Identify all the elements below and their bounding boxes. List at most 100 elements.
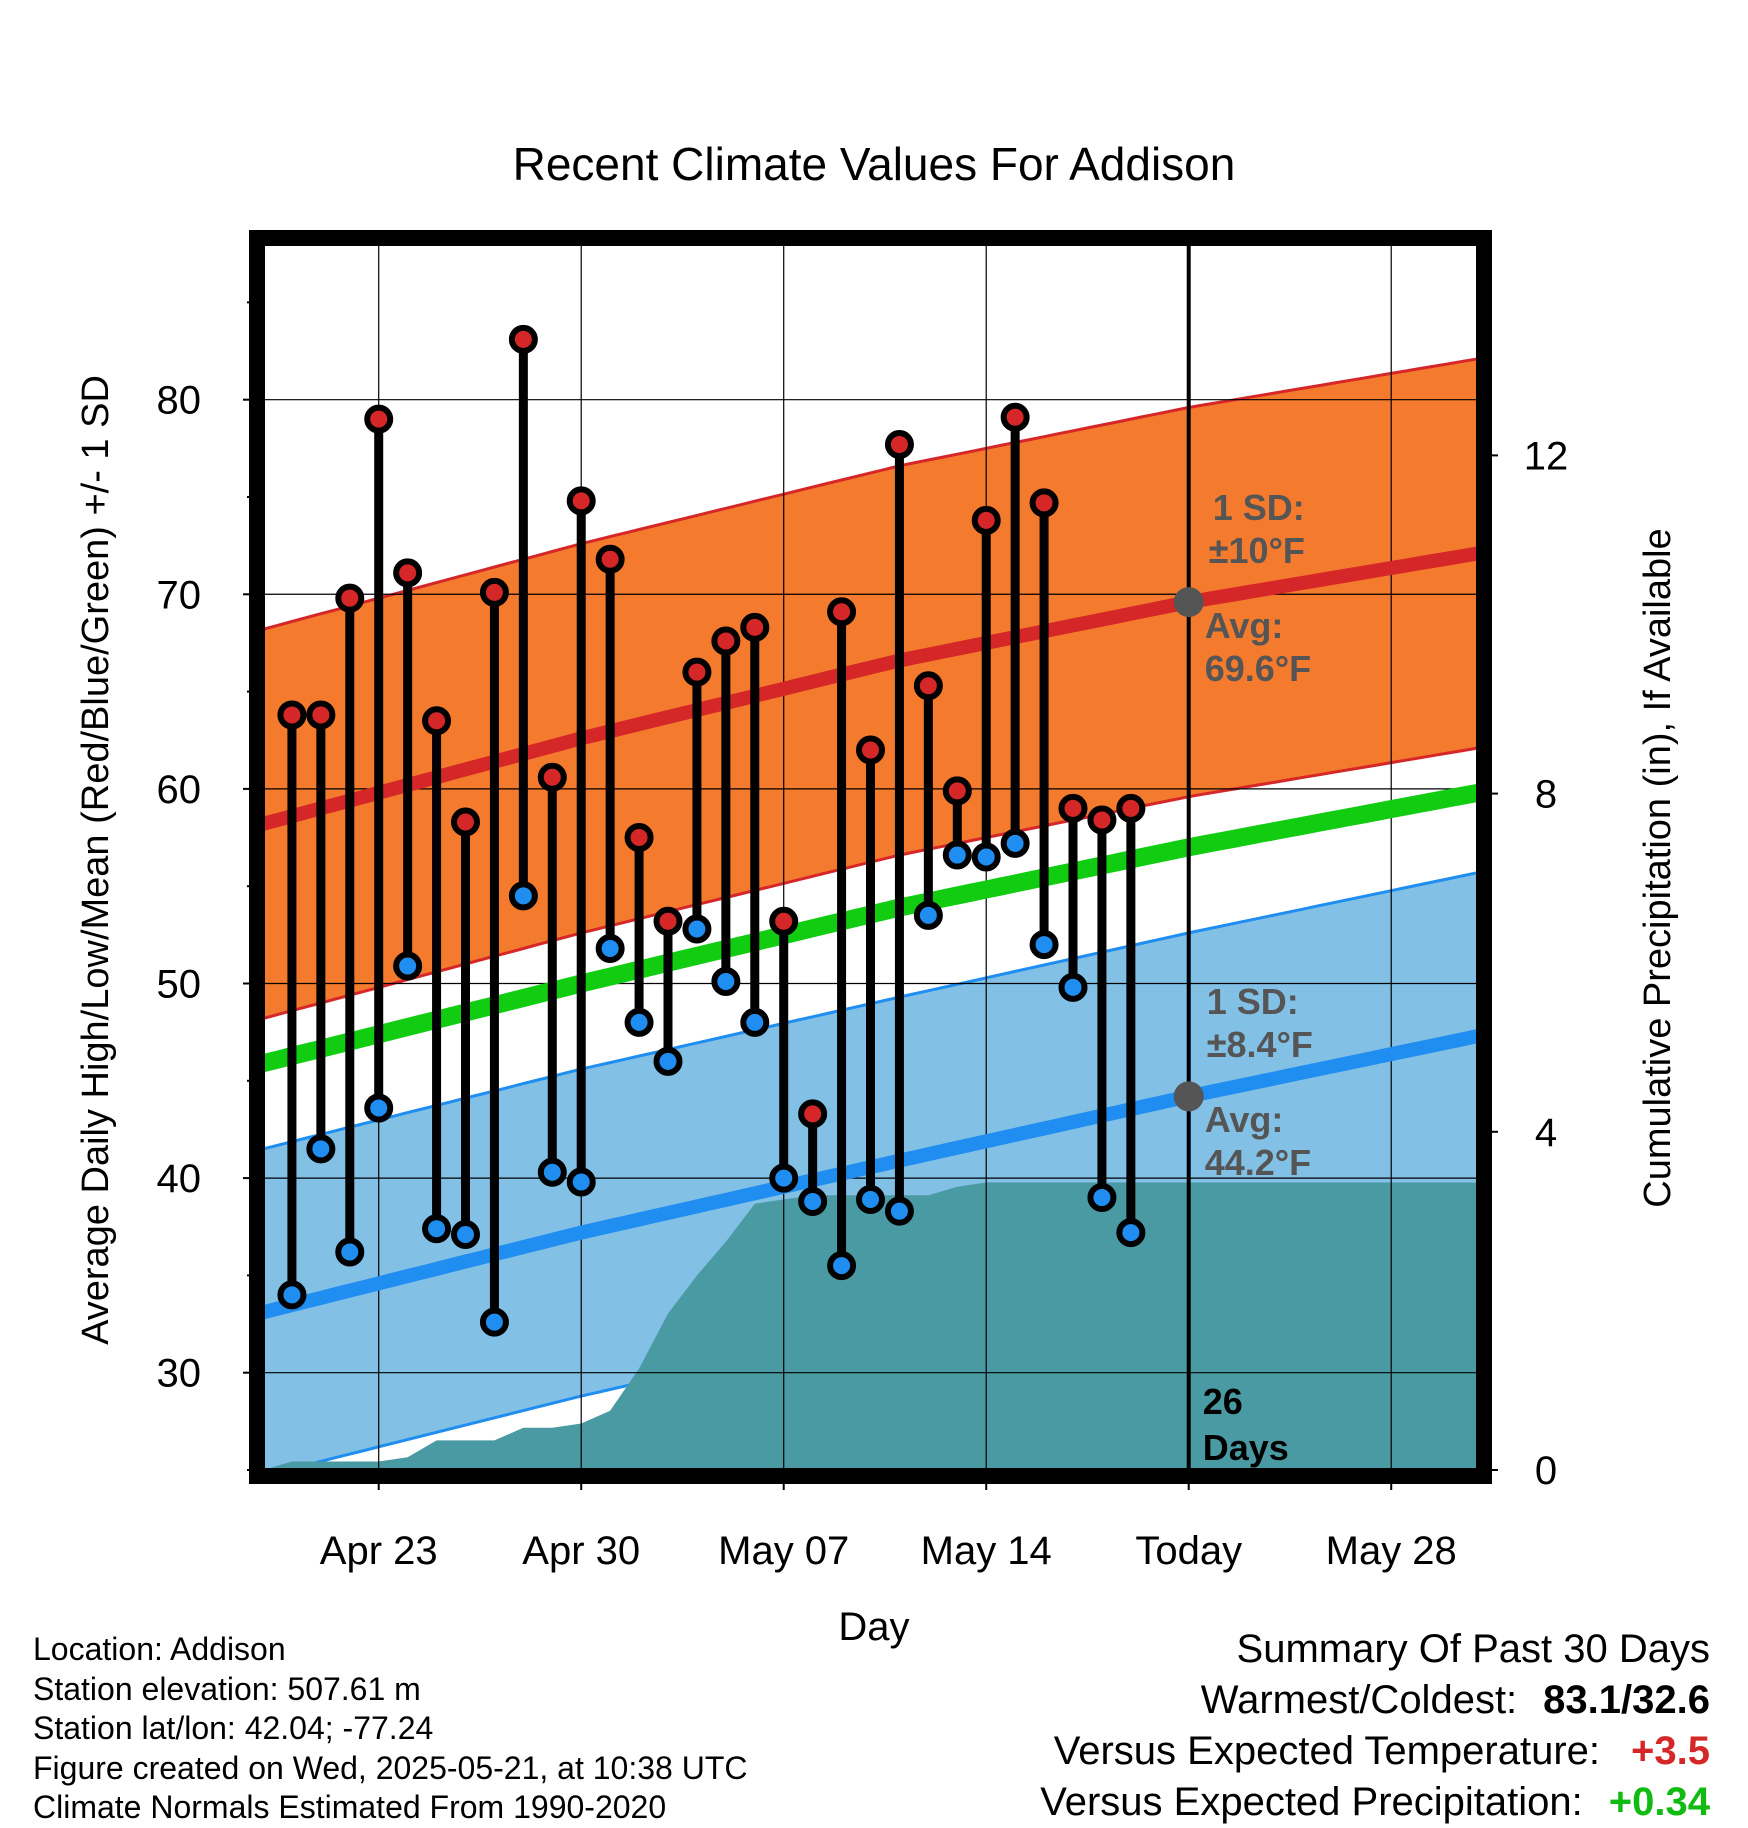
y-left-tick-label: 40 xyxy=(157,1157,202,1201)
obs-low-point xyxy=(740,1007,770,1037)
today-high-avg-marker xyxy=(1173,587,1204,618)
obs-low-point xyxy=(769,1163,799,1193)
obs-low-point xyxy=(1000,828,1030,858)
obs-high-point xyxy=(1000,402,1030,432)
today-low-avg-marker xyxy=(1173,1081,1204,1112)
low-sd-label: 1 SD: xyxy=(1207,981,1299,1022)
summary-panel: Summary Of Past 30 Days Warmest/Coldest:… xyxy=(1040,1624,1710,1828)
summary-temp-row: Versus Expected Temperature: +3.5 xyxy=(1040,1726,1710,1777)
obs-high-point xyxy=(595,544,625,574)
obs-high-point xyxy=(306,700,336,730)
x-tick-label: May 14 xyxy=(921,1529,1052,1573)
obs-low-point xyxy=(1116,1218,1146,1248)
obs-low-point xyxy=(624,1007,654,1037)
obs-low-point xyxy=(306,1134,336,1164)
obs-high-point xyxy=(537,762,567,792)
x-tick-label: Apr 30 xyxy=(522,1529,640,1573)
y-right-tick-label: 12 xyxy=(1524,434,1569,478)
obs-high-point xyxy=(335,583,365,613)
obs-low-point xyxy=(711,967,741,997)
obs-low-point xyxy=(942,840,972,870)
high-avg-label: Avg: xyxy=(1205,605,1284,646)
y-right-tick-label: 8 xyxy=(1535,773,1557,817)
x-tick-label: May 28 xyxy=(1326,1529,1457,1573)
y-right-tick-label: 0 xyxy=(1535,1449,1557,1493)
chart-title: Recent Climate Values For Addison xyxy=(513,138,1236,190)
high-sd-band xyxy=(263,358,1478,1019)
obs-high-point xyxy=(798,1099,828,1129)
y-axis-label-left: Average Daily High/Low/Mean (Red/Blue/Gr… xyxy=(75,375,117,1345)
days-count: 26 xyxy=(1203,1381,1243,1422)
obs-high-point xyxy=(422,706,452,736)
x-tick-label: May 07 xyxy=(718,1529,849,1573)
precip-label: Versus Expected Precipitation: xyxy=(1040,1780,1583,1824)
precip-value: +0.34 xyxy=(1608,1780,1710,1824)
y-right-tick-label: 4 xyxy=(1535,1111,1557,1155)
y-left-tick-label: 60 xyxy=(157,768,202,812)
location-text: Location: Addison xyxy=(33,1631,286,1667)
plot-frame xyxy=(249,230,1492,1484)
obs-low-point xyxy=(653,1046,683,1076)
obs-high-point xyxy=(277,700,307,730)
obs-low-point xyxy=(1058,972,1088,1002)
station-info: Location: Addison Station elevation: 507… xyxy=(33,1630,747,1828)
high-sd-upper-line xyxy=(263,357,1478,631)
obs-low-point xyxy=(1029,930,1059,960)
warmest-label: Warmest/Coldest: xyxy=(1200,1678,1518,1722)
low-avg-value: 44.2°F xyxy=(1205,1142,1311,1183)
obs-high-point xyxy=(1087,805,1117,835)
obs-low-point xyxy=(971,842,1001,872)
obs-high-point xyxy=(451,807,480,837)
high-sd-label: 1 SD: xyxy=(1213,487,1305,528)
obs-high-point xyxy=(913,671,943,701)
obs-high-point xyxy=(364,404,394,434)
summary-title: Summary Of Past 30 Days xyxy=(1236,1627,1710,1671)
high-sd-value: ±10°F xyxy=(1209,530,1305,571)
y-left-tick-label: 50 xyxy=(157,962,202,1006)
obs-low-point xyxy=(1087,1183,1117,1213)
x-axis-label: Day xyxy=(838,1605,909,1649)
obs-high-point xyxy=(884,429,914,459)
high-mean-line xyxy=(263,546,1478,831)
y-left-tick-label: 70 xyxy=(157,573,202,617)
summary-precip-row: Versus Expected Precipitation: +0.34 xyxy=(1040,1777,1710,1828)
x-tick-label: Apr 23 xyxy=(320,1529,438,1573)
warmest-value: 83.1/32.6 xyxy=(1543,1678,1710,1722)
obs-high-point xyxy=(769,906,799,936)
obs-low-point xyxy=(537,1157,567,1187)
temp-label: Versus Expected Temperature: xyxy=(1053,1729,1600,1773)
obs-low-point xyxy=(566,1167,596,1197)
obs-low-point xyxy=(856,1185,885,1215)
obs-low-point xyxy=(364,1093,394,1123)
obs-low-point xyxy=(335,1237,365,1267)
obs-low-point xyxy=(798,1186,828,1216)
summary-warmest-row: Warmest/Coldest: 83.1/32.6 xyxy=(1040,1675,1710,1726)
obs-low-point xyxy=(422,1214,452,1244)
axes: 30 40 50 60 70 80 0 4 8 12 Apr 23 Apr 30 May 07 May 1… xyxy=(157,230,1569,1573)
obs-high-point xyxy=(624,823,654,853)
y-left-tick-label: 80 xyxy=(157,379,202,423)
obs-low-point xyxy=(913,900,943,930)
obs-low-point xyxy=(451,1220,480,1250)
days-label: Days xyxy=(1203,1427,1289,1468)
obs-low-point xyxy=(479,1307,509,1337)
y-axis-label-right: Cumulative Precipitation (in), If Availa… xyxy=(1637,528,1679,1207)
obs-low-point xyxy=(393,951,423,981)
obs-low-point xyxy=(595,933,625,963)
low-avg-label: Avg: xyxy=(1205,1099,1284,1140)
obs-high-point xyxy=(1058,793,1088,823)
obs-low-point xyxy=(682,914,712,944)
normals-text: Climate Normals Estimated From 1990-2020 xyxy=(33,1789,667,1825)
temp-value: +3.5 xyxy=(1631,1729,1710,1773)
low-sd-value: ±8.4°F xyxy=(1207,1024,1313,1065)
obs-high-point xyxy=(653,906,683,936)
high-avg-value: 69.6°F xyxy=(1205,648,1311,689)
obs-high-point xyxy=(827,597,857,627)
obs-high-point xyxy=(942,776,972,806)
obs-high-point xyxy=(393,558,423,588)
obs-low-point xyxy=(827,1251,857,1281)
obs-high-point xyxy=(682,657,712,687)
